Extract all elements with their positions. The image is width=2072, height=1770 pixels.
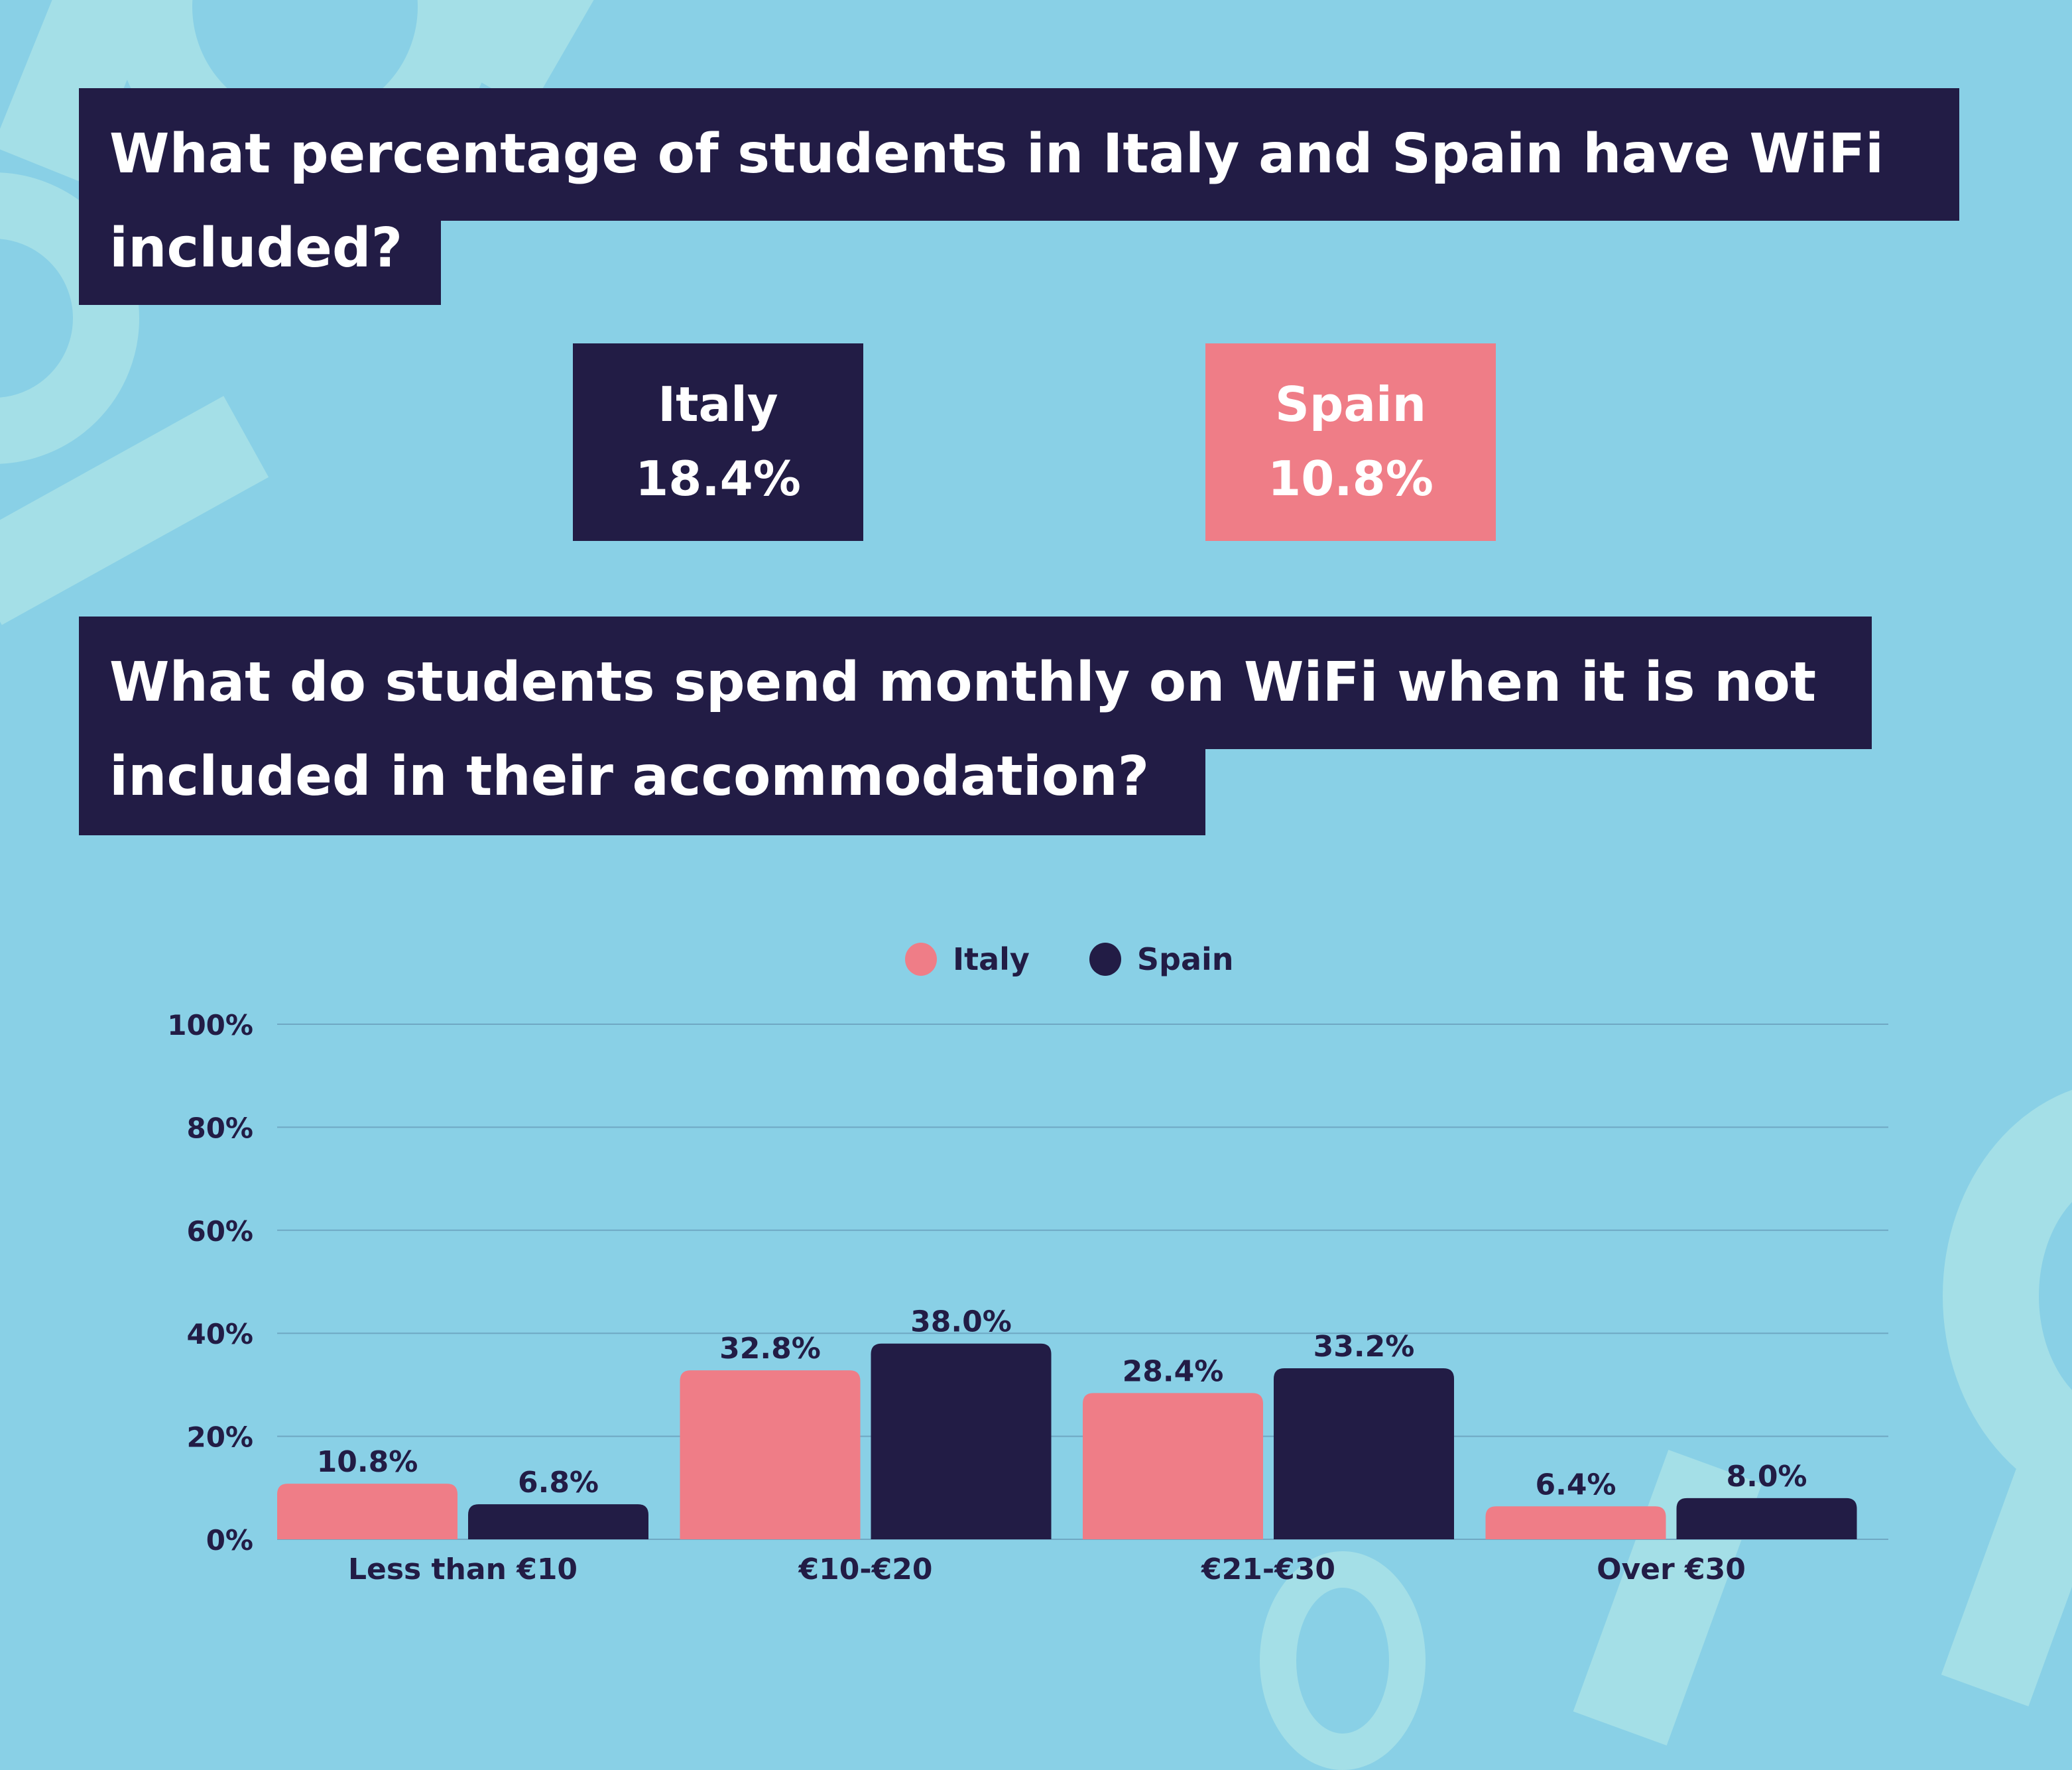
bar-value-label: 33.2% — [1313, 1330, 1415, 1364]
stat-value-spain: 10.8% — [1268, 451, 1433, 506]
question2-line1-text: What do students spend monthly on WiFi w… — [109, 651, 1817, 714]
question1-line2-text: included? — [109, 217, 403, 280]
bar-spain — [1274, 1368, 1454, 1539]
bar-italy — [277, 1484, 457, 1539]
chart-legend: Italy Spain — [905, 941, 1294, 977]
bar-spain — [871, 1343, 1052, 1539]
stat-country-spain: Spain — [1275, 377, 1426, 433]
bar-italy — [1485, 1506, 1666, 1539]
bar-chart: 0% 20% 40% 60% 80% 100% 10.8% 6.8% Less than €10… — [167, 1009, 1888, 1586]
stat-box-italy: Italy 18.4% — [573, 343, 863, 541]
question2-line2-text: included in their accommodation? — [109, 745, 1150, 808]
bar-italy — [680, 1370, 861, 1539]
bar-value-label: 6.8% — [518, 1466, 599, 1500]
question2-line2: included in their accommodation? — [79, 747, 1205, 835]
legend-label-italy: Italy — [953, 941, 1030, 977]
y-tick-label: 20% — [186, 1421, 253, 1454]
y-tick-label: 80% — [186, 1112, 253, 1144]
stat-country-italy: Italy — [658, 377, 778, 433]
stat-value-italy: 18.4% — [635, 451, 801, 506]
y-tick-label: 100% — [167, 1009, 253, 1041]
bar-value-label: 38.0% — [910, 1305, 1012, 1339]
bar-value-label: 8.0% — [1726, 1460, 1807, 1494]
bar-spain — [1676, 1498, 1857, 1539]
stat-box-spain: Spain 10.8% — [1205, 343, 1496, 541]
bar-spain — [468, 1504, 648, 1539]
question2-line1: What do students spend monthly on WiFi w… — [79, 617, 1872, 749]
legend-item-italy: Italy — [905, 941, 1030, 977]
x-category-label: €21-€30 — [1201, 1553, 1335, 1586]
bar-value-label: 10.8% — [317, 1445, 418, 1479]
y-tick-label: 60% — [186, 1215, 253, 1248]
bar-value-label: 6.4% — [1535, 1468, 1616, 1502]
question1-line1: What percentage of students in Italy and… — [79, 88, 1959, 221]
bar-value-label: 28.4% — [1123, 1354, 1224, 1388]
bar-italy — [1083, 1393, 1263, 1539]
question1-line2: included? — [79, 219, 441, 305]
bar-value-label: 32.8% — [719, 1332, 821, 1366]
legend-item-spain: Spain — [1089, 941, 1234, 977]
x-category-label: Over €30 — [1597, 1553, 1746, 1586]
x-category-label: Less than €10 — [348, 1553, 578, 1586]
legend-label-spain: Spain — [1136, 941, 1234, 977]
legend-dot-spain-icon — [1089, 943, 1121, 976]
x-category-label: €10-€20 — [798, 1553, 933, 1586]
y-tick-label: 0% — [206, 1524, 253, 1557]
y-tick-label: 40% — [186, 1318, 253, 1350]
question1-line1-text: What percentage of students in Italy and… — [109, 123, 1884, 186]
legend-dot-italy-icon — [905, 943, 937, 976]
